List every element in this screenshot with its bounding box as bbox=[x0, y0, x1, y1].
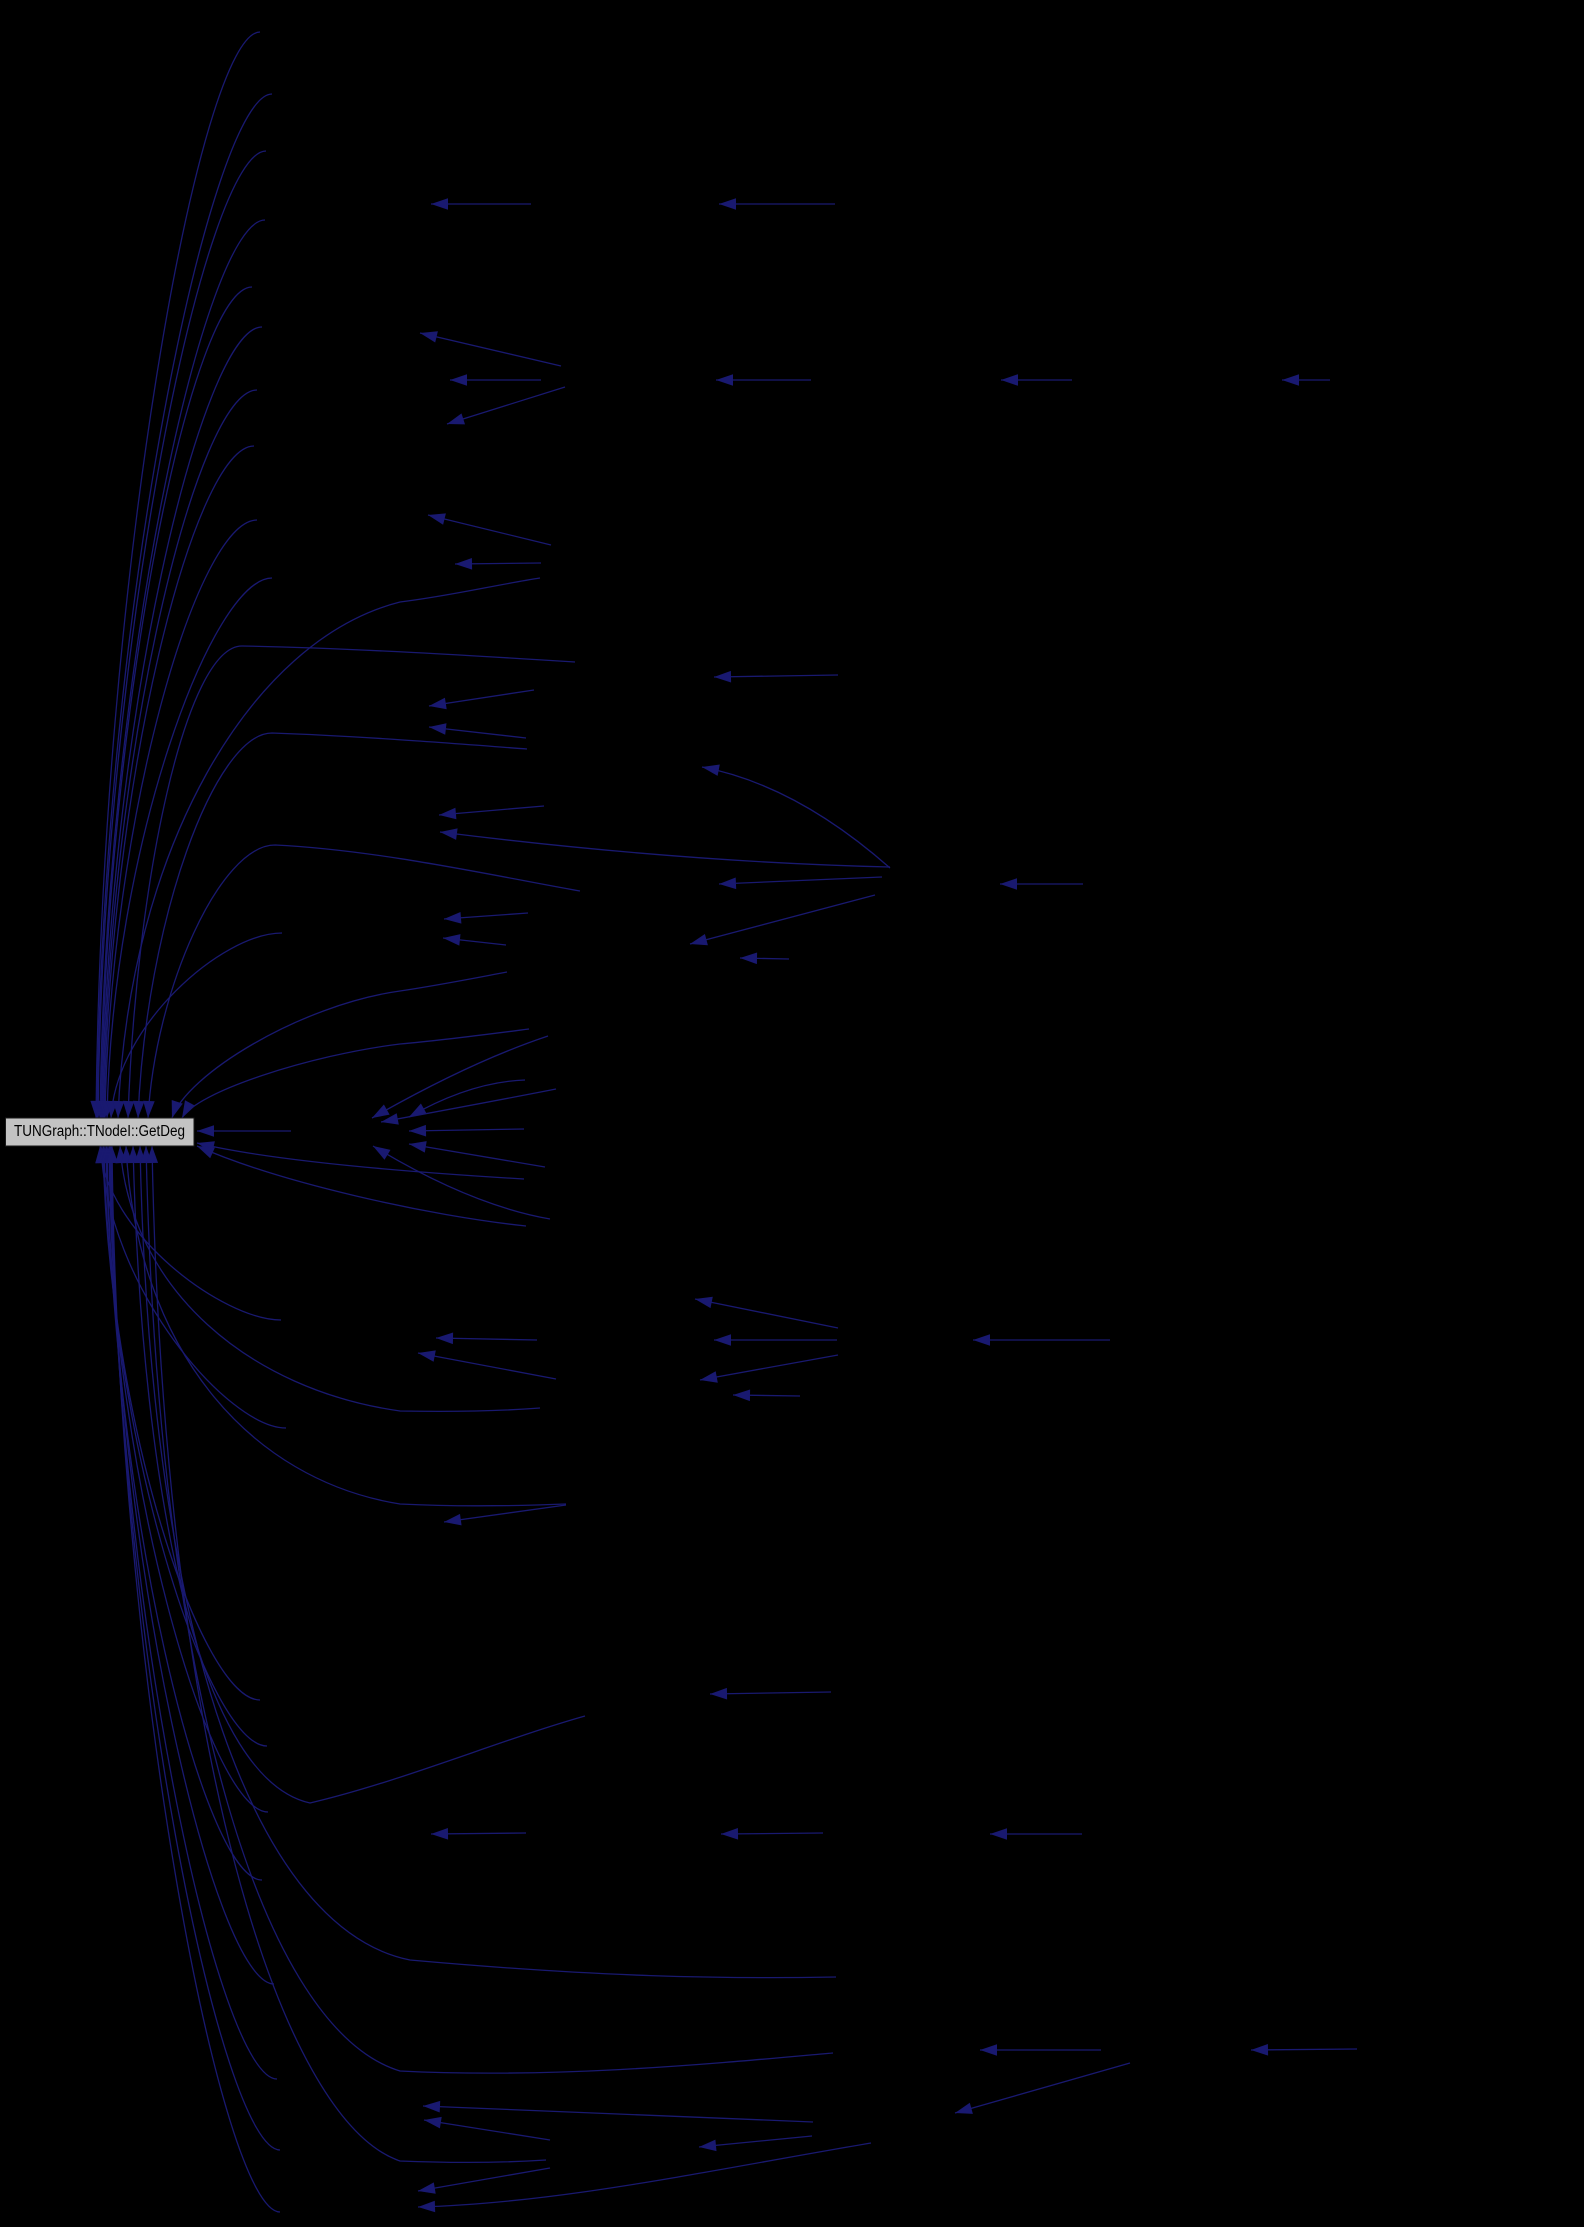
svg-text:TUNGraph::TNodeI::GetDeg: TUNGraph::TNodeI::GetDeg bbox=[14, 1123, 185, 1140]
